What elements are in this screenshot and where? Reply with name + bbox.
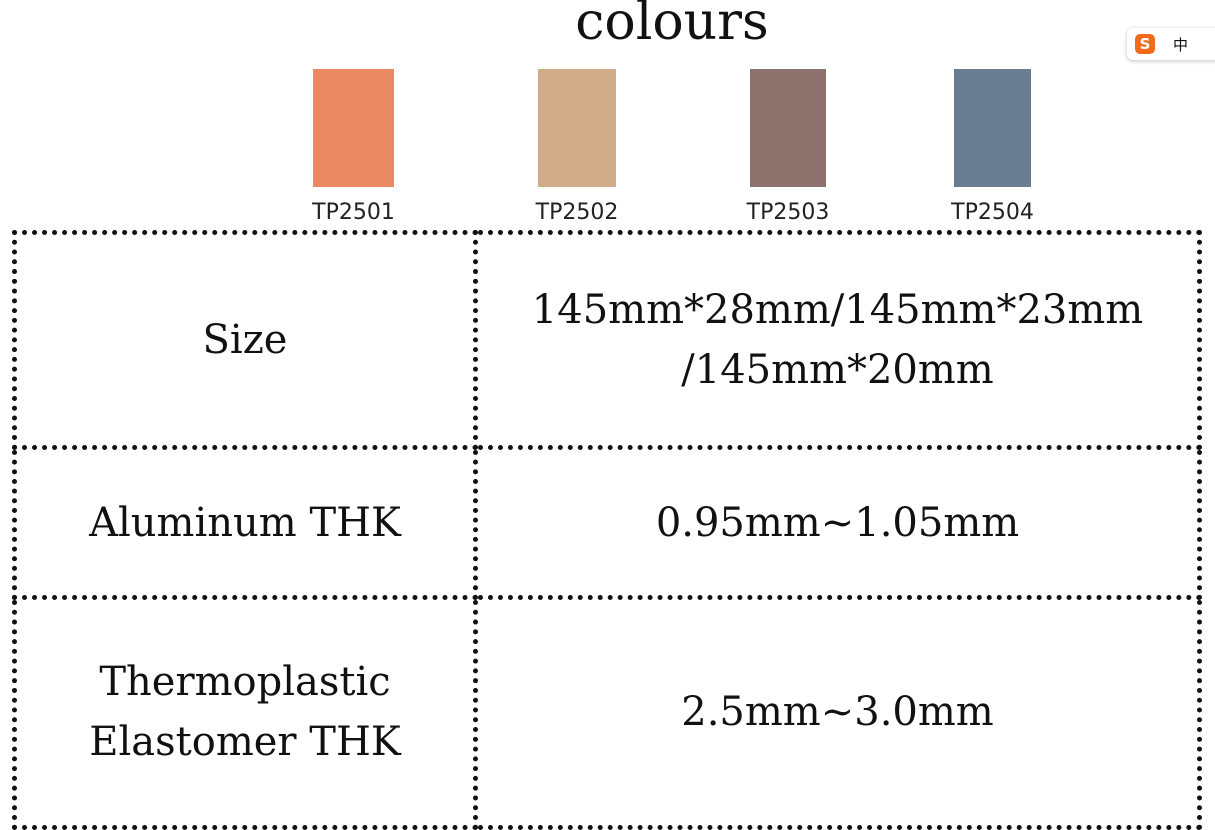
color-swatch [313, 69, 394, 187]
ime-logo: S [1135, 34, 1155, 54]
color-swatch [954, 69, 1031, 187]
ime-widget[interactable]: S 中 [1127, 28, 1215, 60]
spec-value: 145mm*28mm/145mm*23mm /145mm*20mm [473, 229, 1202, 451]
spec-name: Thermoplastic Elastomer THK [12, 594, 478, 830]
spec-table-body: Size 145mm*28mm/145mm*23mm /145mm*20mm Alu… [12, 229, 1202, 830]
table-row: Aluminum THK 0.95mm~1.05mm [12, 445, 1202, 600]
swatch-label: TP2503 [746, 200, 830, 225]
spec-name: Aluminum THK [12, 445, 478, 600]
spec-value: 2.5mm~3.0mm [473, 594, 1202, 830]
color-swatch [750, 69, 826, 187]
table-row: Size 145mm*28mm/145mm*23mm /145mm*20mm [12, 229, 1202, 451]
page: colours TP2501 TP2502 TP2503 TP2504 Size 145… [12, 0, 1215, 830]
spec-name: Size [12, 229, 478, 451]
spec-table: Size 145mm*28mm/145mm*23mm /145mm*20mm Alu… [12, 229, 1202, 830]
ime-mode[interactable]: 中 [1173, 36, 1189, 54]
spec-value: 0.95mm~1.05mm [473, 445, 1202, 600]
swatch-label: TP2502 [535, 200, 619, 225]
table-row: Thermoplastic Elastomer THK 2.5mm~3.0mm [12, 594, 1202, 830]
color-swatch [538, 69, 616, 187]
section-title: colours [575, 0, 769, 52]
swatch-label: TP2501 [312, 200, 395, 225]
swatch-label: TP2504 [951, 200, 1034, 225]
